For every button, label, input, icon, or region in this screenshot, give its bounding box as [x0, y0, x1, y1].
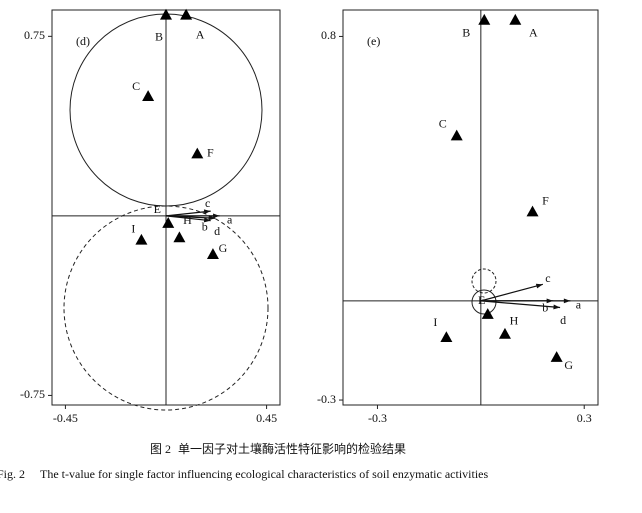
arrow-head [203, 209, 211, 215]
caption-label: 图 2 [150, 442, 171, 456]
point [440, 331, 453, 343]
point-label: A [196, 28, 205, 42]
x-tick-label: -0.3 [368, 411, 387, 425]
circle-dashed [471, 268, 497, 294]
y-tick-label: 0.75 [24, 28, 45, 42]
arrow-head [553, 304, 561, 310]
point [481, 308, 494, 319]
arrow-head [213, 213, 220, 219]
point [526, 205, 539, 217]
caption-text: 单一因子对土壤酶活性特征影响的检验结果 [178, 441, 406, 456]
x-tick-label: -0.45 [53, 411, 78, 425]
arrow-head [208, 215, 216, 221]
point [509, 13, 522, 25]
arrow-head [535, 283, 543, 289]
point-label: G [564, 358, 573, 372]
vector [165, 210, 211, 217]
point-label: B [462, 26, 470, 40]
arrow-head [563, 298, 571, 304]
point [478, 13, 491, 25]
point [191, 147, 204, 159]
point-label: I [433, 315, 437, 329]
vector [165, 215, 216, 219]
vector [480, 300, 561, 309]
x-tick-label: 0.45 [256, 411, 277, 425]
panel-label: (d) [76, 34, 90, 48]
point [180, 8, 193, 20]
vector-label: d [214, 224, 220, 238]
point-label: H [183, 213, 192, 227]
point-label: C [132, 79, 140, 93]
arrow-head [203, 217, 211, 223]
point [160, 8, 172, 20]
y-tick-label: 0.8 [321, 28, 336, 42]
vector-label: b [202, 219, 208, 233]
point [142, 90, 155, 101]
panel-label: (e) [367, 34, 380, 48]
point-label: E [478, 293, 485, 307]
vector-label: d [560, 313, 566, 327]
caption-text: The t-value for single factor influencin… [40, 467, 488, 481]
point-label: F [542, 193, 549, 207]
caption-label: Fig. 2 [0, 467, 25, 481]
vector-label: a [576, 298, 582, 312]
point-label: G [219, 241, 228, 255]
vector [480, 283, 544, 302]
frame-e [342, 9, 599, 406]
vector-label: a [227, 213, 233, 227]
y-tick-label: -0.75 [20, 387, 45, 401]
point-label: C [439, 116, 447, 130]
point-label: A [529, 26, 538, 40]
point [135, 233, 148, 245]
vector-label: b [542, 301, 548, 315]
point-label: E [154, 202, 161, 216]
vector-label: c [545, 271, 550, 285]
point-label: I [131, 222, 135, 236]
point [206, 248, 219, 259]
point-label: B [155, 30, 163, 44]
point-label: H [510, 314, 519, 328]
point-label: F [207, 145, 214, 159]
point [173, 231, 186, 243]
point [162, 217, 175, 228]
y-tick-label: -0.3 [317, 392, 336, 406]
arrow-head [546, 298, 554, 304]
vector-label: c [205, 196, 210, 210]
point [498, 327, 511, 339]
point [550, 351, 563, 362]
x-tick-label: 0.3 [577, 411, 592, 425]
point [450, 129, 463, 141]
